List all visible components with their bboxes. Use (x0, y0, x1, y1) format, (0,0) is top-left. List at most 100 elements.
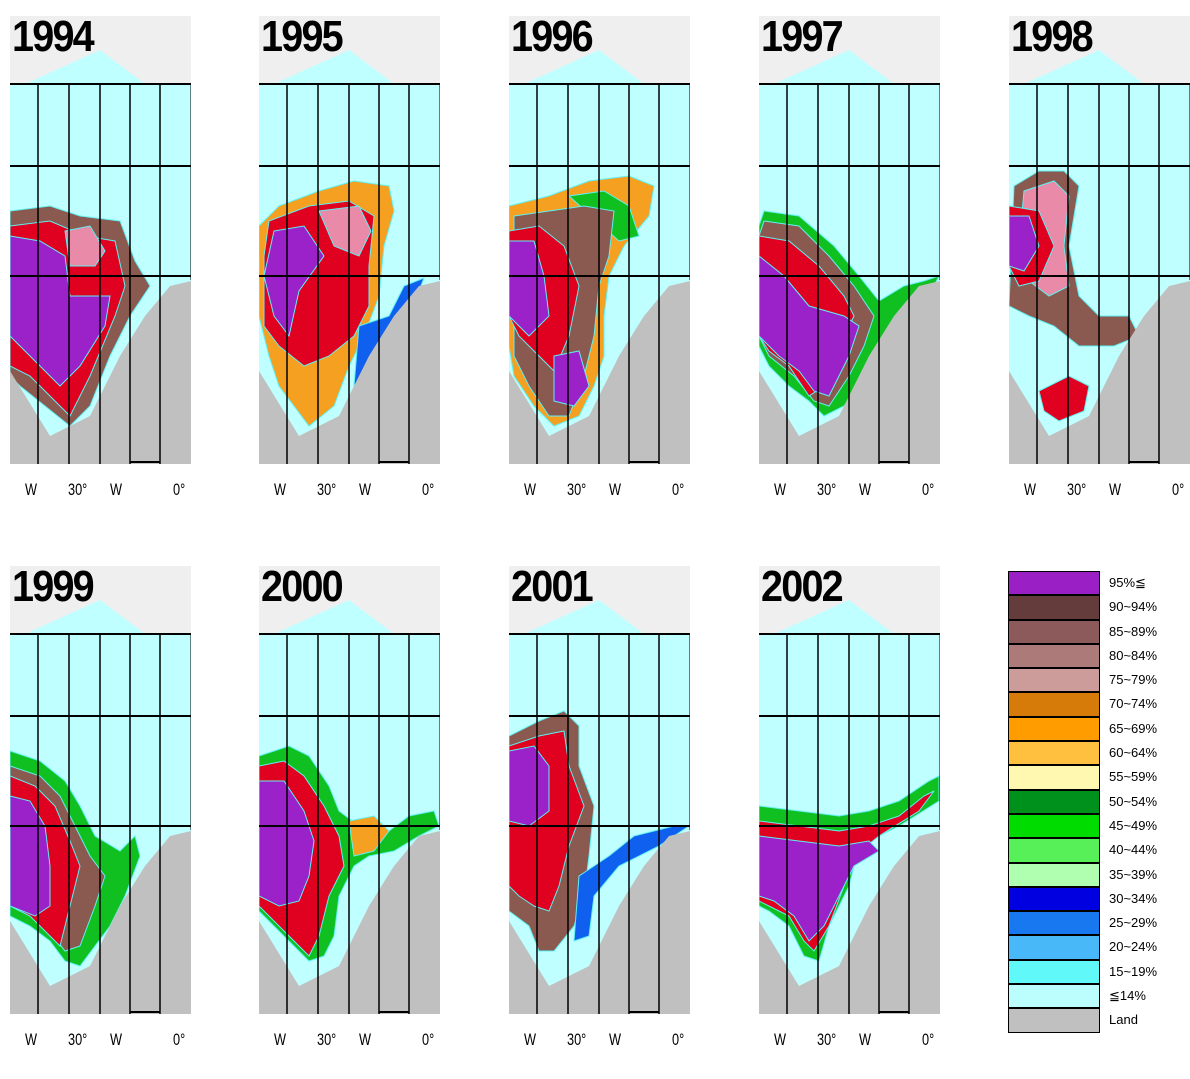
land-area (509, 831, 690, 1014)
land-area (759, 281, 940, 464)
axis-label: W (359, 1030, 372, 1049)
axis-label: W (524, 480, 537, 499)
sea-ice-map (1009, 16, 1190, 464)
axis-label: W (25, 480, 38, 499)
sea-ice-map (509, 16, 690, 464)
axis-label: 30° (817, 480, 837, 499)
legend-swatch (1008, 911, 1100, 936)
legend-swatch (1008, 741, 1100, 766)
land-area (10, 831, 191, 1014)
panel-year-title: 2000 (261, 562, 344, 611)
land-area (259, 281, 440, 464)
axis-label: W (1109, 480, 1122, 499)
legend-item: 50~54% (1008, 789, 1188, 814)
ice-region (553, 350, 590, 407)
sea-wedge (274, 600, 394, 634)
axis-label: 30° (1067, 480, 1087, 499)
legend-swatch (1008, 984, 1100, 1009)
ice-region (509, 240, 550, 337)
legend-label: ≦14% (1109, 988, 1146, 1004)
axis-label: W (110, 480, 123, 499)
sea-ice-map (259, 16, 440, 464)
axis-label: W (359, 480, 372, 499)
legend-label: 70~74% (1109, 696, 1158, 712)
legend-label: 50~54% (1109, 793, 1158, 809)
axis-label: W (609, 1030, 622, 1049)
sea-ice-map (10, 16, 191, 464)
map-panel-1998: 1998 W 30° W 0° (1009, 12, 1190, 506)
legend-item: ≦14% (1008, 984, 1188, 1009)
panel-year-title: 2001 (511, 562, 594, 611)
legend-item: 35~39% (1008, 862, 1188, 887)
axis-label: W (110, 1030, 123, 1049)
axis-label: W (859, 1030, 872, 1049)
legend-swatch (1008, 716, 1100, 742)
land-area (509, 281, 690, 464)
axis-label: W (774, 1030, 787, 1049)
legend-label: 35~39% (1109, 866, 1158, 882)
sea-wedge (25, 50, 145, 84)
legend: 95%≦ 90~94% 85~89% 80~84% 75~79% 70~74% 65~69%… (1008, 571, 1188, 1033)
ice-region (509, 745, 550, 827)
legend-label: 75~79% (1109, 672, 1158, 688)
legend-item: 40~44% (1008, 838, 1188, 863)
axis-label: 30° (567, 1030, 587, 1049)
sea-wedge (524, 50, 644, 84)
sea-ice-map (759, 16, 940, 464)
sea-ice-map (509, 566, 690, 1014)
axis-label: W (774, 480, 787, 499)
legend-swatch (1008, 838, 1100, 863)
legend-swatch (1008, 595, 1100, 620)
axis-label: 30° (68, 1030, 88, 1049)
legend-label: 60~64% (1109, 745, 1158, 761)
axis-label: 30° (68, 480, 88, 499)
legend-item: 20~24% (1008, 935, 1188, 960)
axis-label: 30° (317, 1030, 337, 1049)
map-panel-1999: 1999 W 30° W 0° (10, 562, 200, 1056)
ice-region (10, 235, 111, 387)
legend-item: 70~74% (1008, 692, 1188, 717)
axis-label: 0° (422, 480, 435, 499)
axis-label: 0° (173, 480, 186, 499)
map-panel-2002: 2002 W 30° W 0° (759, 562, 949, 1056)
legend-label: 55~59% (1109, 769, 1158, 785)
legend-item: 65~69% (1008, 716, 1188, 742)
map-panel-2001: 2001 W 30° W 0° (509, 562, 699, 1056)
sea-wedge (774, 600, 894, 634)
legend-swatch (1008, 789, 1100, 814)
legend-item: 45~49% (1008, 813, 1188, 839)
legend-label: 90~94% (1109, 599, 1158, 615)
sea-ice-map (259, 566, 440, 1014)
ice-region (759, 255, 860, 397)
legend-swatch (1008, 1008, 1100, 1033)
sea-wedge (774, 50, 894, 84)
axis-label: 30° (567, 480, 587, 499)
legend-item: 75~79% (1008, 668, 1188, 693)
ice-region (263, 225, 325, 338)
sea-wedge (1024, 50, 1144, 84)
sea-wedge (524, 600, 644, 634)
axis-label: W (524, 1030, 537, 1049)
axis-label: 0° (922, 1030, 935, 1049)
legend-item: 55~59% (1008, 765, 1188, 790)
legend-swatch (1008, 813, 1100, 839)
legend-label: 40~44% (1109, 842, 1158, 858)
axis-label: W (25, 1030, 38, 1049)
ice-region (318, 205, 372, 257)
legend-swatch (1008, 619, 1100, 644)
map-panel-1997: 1997 W 30° W 0° (759, 12, 949, 506)
map-panel-1996: 1996 W 30° W 0° (509, 12, 699, 506)
legend-swatch (1008, 935, 1100, 960)
legend-swatch (1008, 692, 1100, 717)
ice-region (1038, 375, 1090, 422)
legend-label: Land (1109, 1012, 1138, 1028)
legend-swatch (1008, 959, 1100, 985)
legend-label: 45~49% (1109, 817, 1158, 833)
legend-item: 85~89% (1008, 619, 1188, 644)
sea-wedge (274, 50, 394, 84)
sea-wedge (25, 600, 145, 634)
legend-label: 30~34% (1109, 890, 1158, 906)
axis-label: 0° (1172, 480, 1185, 499)
legend-label: 65~69% (1109, 720, 1158, 736)
legend-item: 90~94% (1008, 595, 1188, 620)
